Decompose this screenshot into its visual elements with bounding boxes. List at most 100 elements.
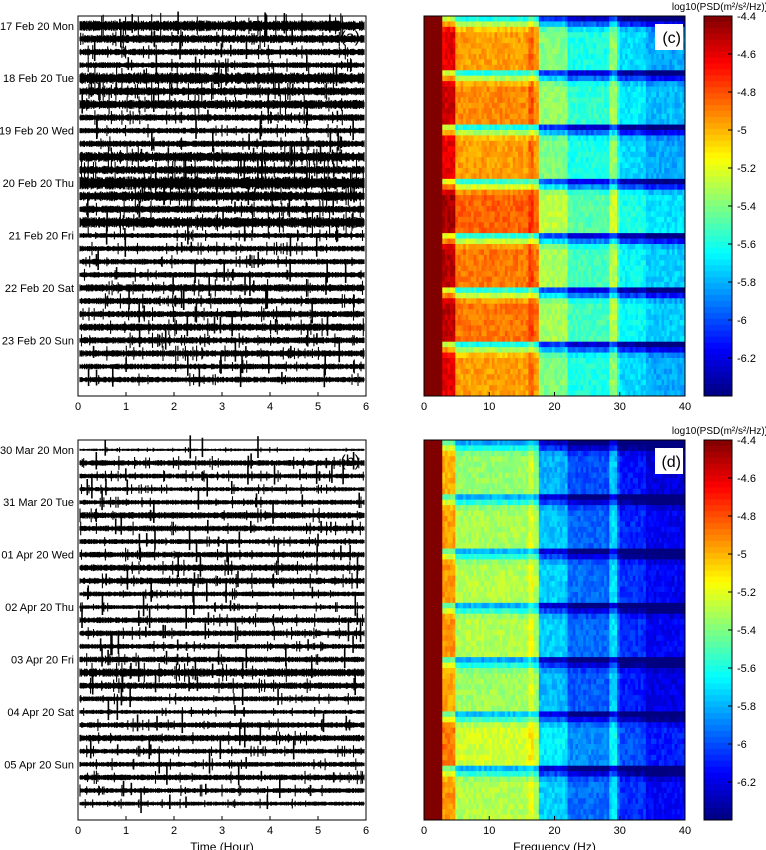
psd-cell <box>523 151 527 158</box>
psd-cell <box>575 254 579 261</box>
psd-cell <box>630 157 634 163</box>
psd-cell <box>614 54 618 60</box>
psd-cell <box>559 162 563 169</box>
psd-cell <box>671 189 675 196</box>
psd-cell <box>494 124 498 131</box>
psd-cell <box>619 92 623 98</box>
psd-cell <box>457 222 461 229</box>
psd-cell <box>536 254 540 261</box>
psd-cell <box>664 113 668 120</box>
psd-cell <box>455 222 459 229</box>
psd-cell <box>515 43 519 49</box>
psd-cell <box>515 157 519 163</box>
psd-cell <box>533 249 537 256</box>
psd-cell <box>457 26 461 33</box>
psd-cell <box>627 216 631 223</box>
psd-cell <box>645 249 649 256</box>
psd-cell <box>666 70 670 77</box>
psd-cell <box>614 124 618 131</box>
psd-cell <box>541 146 545 153</box>
psd-cell <box>651 157 655 163</box>
psd-cell <box>442 102 446 109</box>
psd-cell <box>658 254 662 261</box>
psd-cell <box>502 113 506 120</box>
psd-cell <box>591 135 595 142</box>
psd-cell <box>515 97 519 104</box>
psd-cell <box>549 206 553 212</box>
psd-cell <box>504 59 508 66</box>
psd-cell <box>494 43 498 49</box>
psd-cell <box>575 21 579 28</box>
psd-cell <box>463 189 467 196</box>
psd-cell <box>450 162 454 169</box>
psd-cell <box>627 130 631 136</box>
psd-cell <box>452 97 456 104</box>
psd-cell <box>507 178 511 185</box>
psd-cell <box>544 64 548 71</box>
seismic-trace <box>79 332 365 349</box>
psd-cell <box>585 108 589 115</box>
psd-cell <box>632 206 636 212</box>
psd-cell <box>593 211 597 218</box>
psd-cell <box>583 64 587 71</box>
psd-cell <box>559 119 563 125</box>
psd-cell <box>664 173 668 180</box>
psd-cell <box>476 92 480 98</box>
psd-cell <box>679 54 683 60</box>
psd-cell <box>541 184 545 191</box>
psd-cell <box>541 244 545 250</box>
psd-cell <box>656 119 660 125</box>
psd-cell <box>497 97 501 104</box>
psd-cell <box>447 81 451 87</box>
psd-cell <box>611 86 615 93</box>
psd-cell <box>669 244 673 250</box>
psd-cell <box>593 124 597 131</box>
psd-cell <box>585 184 589 191</box>
psd-cell <box>431 211 435 218</box>
psd-cell <box>491 21 495 28</box>
psd-cell <box>499 168 503 174</box>
psd-cell <box>596 157 600 163</box>
x-tick-label: 6 <box>363 401 369 413</box>
psd-cell <box>497 54 501 60</box>
psd-cell <box>580 238 584 245</box>
psd-cell <box>635 173 639 180</box>
psd-cell <box>507 48 511 55</box>
psd-cell <box>564 184 568 191</box>
psd-cell <box>468 146 472 153</box>
psd-cell <box>653 157 657 163</box>
psd-cell <box>591 157 595 163</box>
psd-cell <box>473 260 477 267</box>
psd-cell <box>640 135 644 142</box>
psd-cell <box>486 113 490 120</box>
psd-cell <box>609 124 613 131</box>
psd-cell <box>666 173 670 180</box>
psd-cell <box>674 222 678 229</box>
psd-cell <box>562 178 566 185</box>
psd-cell <box>442 168 446 174</box>
psd-cell <box>614 37 618 44</box>
psd-cell <box>570 48 574 55</box>
seismic-trace <box>79 677 365 694</box>
psd-cell <box>531 21 535 28</box>
psd-cell <box>619 146 623 153</box>
psd-cell <box>546 92 550 98</box>
psd-cell <box>585 92 589 98</box>
psd-cell <box>497 249 501 256</box>
psd-cell <box>671 119 675 125</box>
psd-cell <box>640 227 644 234</box>
psd-cell <box>478 113 482 120</box>
psd-cell <box>512 43 516 49</box>
psd-cell <box>645 135 649 142</box>
psd-cell <box>557 102 561 109</box>
psd-cell <box>473 254 477 261</box>
psd-cell <box>484 206 488 212</box>
psd-cell <box>580 216 584 223</box>
psd-cell <box>622 216 626 223</box>
psd-cell <box>424 162 428 169</box>
psd-cell <box>606 254 610 261</box>
psd-cell <box>588 108 592 115</box>
psd-cell <box>632 168 636 174</box>
day-label: 20 Feb 20 Thu <box>3 178 74 190</box>
psd-cell <box>504 37 508 44</box>
